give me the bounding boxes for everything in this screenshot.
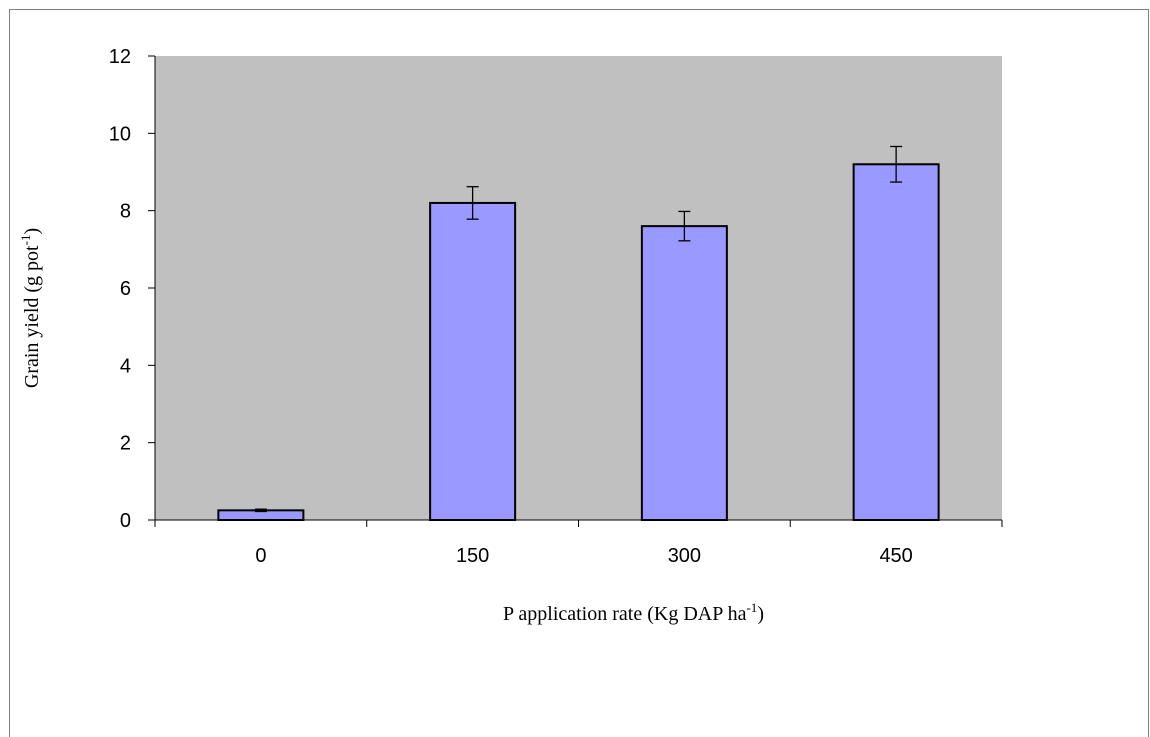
x-axis-title-tail: )	[757, 603, 764, 625]
y-tick-label: 6	[120, 278, 131, 300]
x-tick-label: 0	[255, 545, 266, 567]
y-axis-title-main: Grain yield (g pot	[21, 245, 43, 388]
x-tick-label: 300	[668, 545, 701, 567]
x-tick-label: 150	[456, 545, 489, 567]
y-ticks-group: 0 2 4 6 8 10 12	[109, 46, 155, 532]
y-tick-label: 2	[120, 433, 131, 455]
y-axis-title-tail: )	[21, 228, 43, 235]
x-axis-title-sup: -1	[746, 600, 757, 615]
y-tick-label: 4	[120, 355, 131, 377]
x-tick-label: 450	[879, 545, 912, 567]
y-tick-label: 12	[109, 46, 131, 68]
y-axis-title: Grain yield (g pot-1)	[18, 228, 43, 388]
y-tick-label: 10	[109, 123, 131, 145]
y-tick-label: 8	[120, 201, 131, 223]
bar	[430, 203, 515, 520]
bar	[642, 226, 727, 520]
y-axis-title-sup: -1	[18, 235, 33, 246]
y-tick-label: 0	[120, 510, 131, 532]
x-axis-title: P application rate (Kg DAP ha-1)	[503, 600, 764, 625]
x-ticks-group: 0 150 300 450	[155, 520, 1002, 567]
bar	[854, 164, 939, 520]
x-axis-title-main: P application rate (Kg DAP ha	[503, 603, 747, 625]
